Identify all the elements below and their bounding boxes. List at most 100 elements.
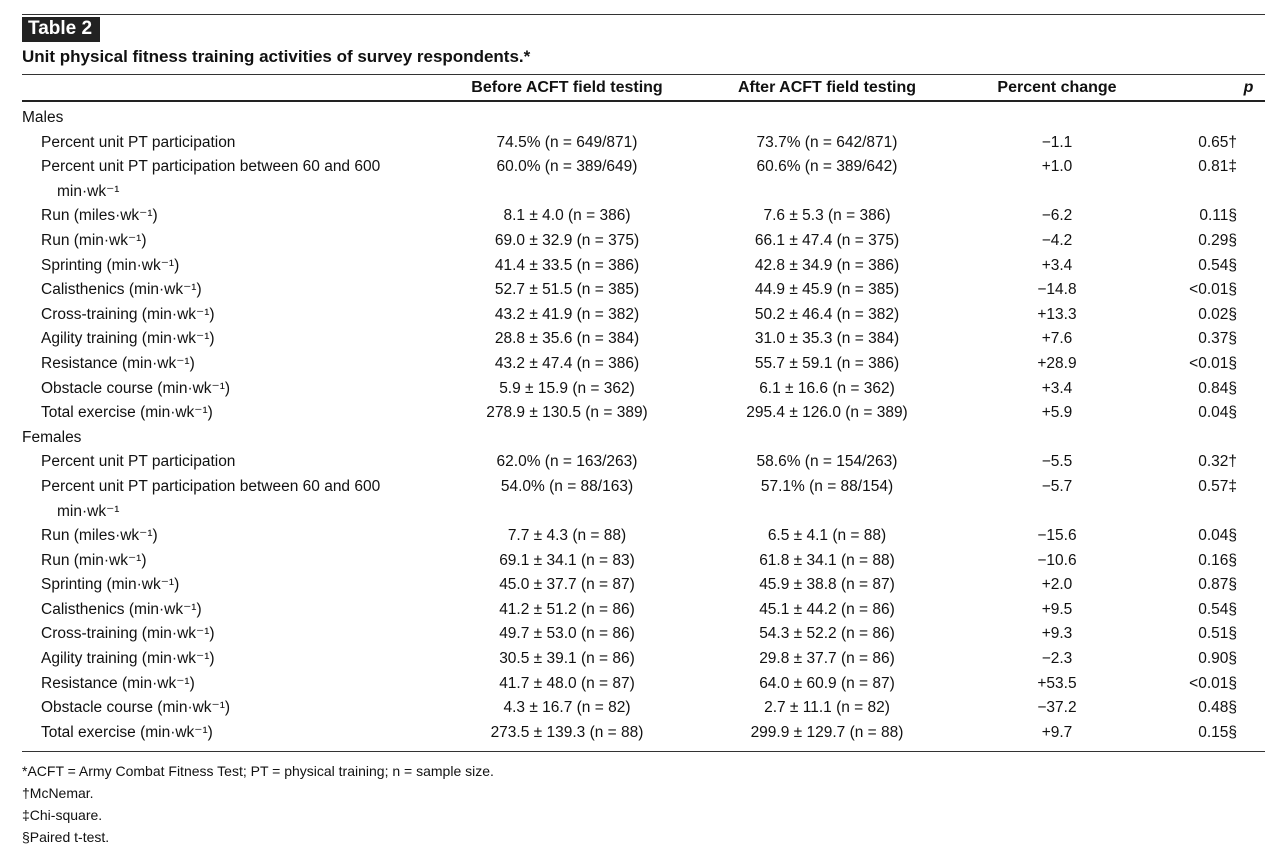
row-label-text: Sprinting (min·wk⁻¹) — [41, 576, 180, 594]
data-cell: <0.01§ — [1189, 354, 1237, 372]
row-label: Agility training (min·wk⁻¹) — [22, 647, 422, 672]
section-label: Females — [22, 428, 82, 446]
row-label-text: Calisthenics (min·wk⁻¹) — [41, 600, 202, 618]
data-cell: +53.5 — [1037, 674, 1077, 692]
row-label: Run (min·wk⁻¹) — [22, 549, 422, 574]
data-cell: 0.29§ — [1198, 231, 1237, 249]
row-label: Total exercise (min·wk⁻¹) — [22, 401, 422, 426]
data-cell: 0.11§ — [1199, 207, 1237, 225]
data-cell: 29.8 ± 37.7 (n = 86) — [759, 650, 895, 668]
table-title: Unit physical fitness training activitie… — [22, 47, 1265, 75]
row-label-text: Run (miles·wk⁻¹) — [41, 527, 158, 545]
row-label: Sprinting (min·wk⁻¹) — [22, 573, 422, 598]
row-label-text: Agility training (min·wk⁻¹) — [41, 330, 215, 348]
data-cell: −14.8 — [1037, 281, 1077, 299]
data-cell: 0.54§ — [1198, 600, 1237, 618]
data-row: Cross-training (min·wk⁻¹) 43.2 ± 41.9 (n … — [22, 303, 1265, 328]
data-cell: 69.0 ± 32.9 (n = 375) — [494, 231, 640, 249]
data-cell: 0.54§ — [1198, 256, 1237, 274]
row-label-text: Sprinting (min·wk⁻¹) — [41, 256, 180, 274]
data-cell: 2.7 ± 11.1 (n = 82) — [764, 699, 890, 717]
data-cell: 0.15§ — [1198, 723, 1237, 741]
data-row: Agility training (min·wk⁻¹) 28.8 ± 35.6 (… — [22, 327, 1265, 352]
data-cell: 6.1 ± 16.6 (n = 362) — [759, 379, 895, 397]
row-label: Run (miles·wk⁻¹) — [22, 524, 422, 549]
footnotes: *ACFT = Army Combat Fitness Test; PT = p… — [22, 751, 1265, 848]
column-header: After ACFT field testing — [712, 75, 942, 102]
row-label-text: Percent unit PT participation between 60… — [41, 158, 381, 200]
row-label: Cross-training (min·wk⁻¹) — [22, 622, 422, 647]
data-cell: 0.84§ — [1198, 379, 1237, 397]
data-row: Agility training (min·wk⁻¹) 30.5 ± 39.1 (… — [22, 647, 1265, 672]
row-label-text: Obstacle course (min·wk⁻¹) — [41, 699, 231, 717]
data-cell: 44.9 ± 45.9 (n = 385) — [754, 281, 900, 299]
row-label: Cross-training (min·wk⁻¹) — [22, 303, 422, 328]
data-cell: 0.16§ — [1198, 551, 1237, 569]
data-cell: +3.4 — [1041, 256, 1073, 274]
data-cell: +9.7 — [1041, 723, 1073, 741]
data-cell: −2.3 — [1041, 650, 1073, 668]
data-cell: <0.01§ — [1189, 281, 1237, 299]
data-row: Run (min·wk⁻¹) 69.0 ± 32.9 (n = 375) 66.1 … — [22, 229, 1265, 254]
footnote: *ACFT = Army Combat Fitness Test; PT = p… — [22, 763, 494, 780]
data-cell: 69.1 ± 34.1 (n = 83) — [499, 551, 635, 569]
data-cell: 61.8 ± 34.1 (n = 88) — [759, 551, 895, 569]
row-label-text: Percent unit PT participation between 60… — [41, 477, 381, 520]
table-body: Males Percent unit PT participation 74.5% … — [22, 101, 1265, 745]
data-cell: +9.5 — [1041, 600, 1073, 618]
data-cell: −6.2 — [1041, 207, 1073, 225]
column-header: Percent change — [942, 75, 1172, 102]
row-label-text: Obstacle course (min·wk⁻¹) — [41, 379, 231, 397]
row-label-text: Percent unit PT participation — [41, 453, 236, 471]
data-cell: 43.2 ± 41.9 (n = 382) — [494, 305, 640, 323]
data-row: Percent unit PT participation 62.0% (n = … — [22, 450, 1265, 475]
data-cell: −1.1 — [1041, 133, 1073, 151]
row-label: Calisthenics (min·wk⁻¹) — [22, 278, 422, 303]
data-row: Obstacle course (min·wk⁻¹) 4.3 ± 16.7 (n … — [22, 696, 1265, 721]
data-row: Percent unit PT participation between 60… — [22, 475, 1265, 524]
data-cell: 0.04§ — [1198, 404, 1237, 422]
data-cell: 41.7 ± 48.0 (n = 87) — [499, 674, 635, 692]
data-row: Resistance (min·wk⁻¹) 43.2 ± 47.4 (n = 38… — [22, 352, 1265, 377]
data-cell: 6.5 ± 4.1 (n = 88) — [767, 527, 887, 545]
data-cell: 278.9 ± 130.5 (n = 389) — [486, 404, 648, 422]
section-label: Males — [22, 109, 64, 126]
data-cell: 0.65† — [1198, 133, 1237, 151]
row-label-text: Total exercise (min·wk⁻¹) — [41, 723, 213, 741]
row-label-text: Run (min·wk⁻¹) — [41, 551, 147, 569]
data-cell: 5.9 ± 15.9 (n = 362) — [499, 379, 635, 397]
data-cell: 0.57‡ — [1198, 477, 1237, 495]
data-cell: +9.3 — [1041, 625, 1073, 643]
data-row: Calisthenics (min·wk⁻¹) 41.2 ± 51.2 (n = … — [22, 598, 1265, 623]
data-row: Run (miles·wk⁻¹) 8.1 ± 4.0 (n = 386) 7.6 ±… — [22, 204, 1265, 229]
data-cell: 54.0% (n = 88/163) — [500, 477, 634, 495]
data-cell: 7.6 ± 5.3 (n = 386) — [763, 207, 891, 225]
data-cell: 60.0% (n = 389/649) — [496, 158, 638, 176]
column-header: Before ACFT field testing — [422, 75, 712, 102]
data-row: Resistance (min·wk⁻¹) 41.7 ± 48.0 (n = 87… — [22, 672, 1265, 697]
row-label-text: Percent unit PT participation — [41, 133, 236, 151]
data-cell: +7.6 — [1041, 330, 1073, 348]
data-row: Sprinting (min·wk⁻¹) 45.0 ± 37.7 (n = 87)… — [22, 573, 1265, 598]
data-cell: 54.3 ± 52.2 (n = 86) — [759, 625, 895, 643]
row-label-text: Calisthenics (min·wk⁻¹) — [41, 281, 202, 299]
data-cell: 0.48§ — [1198, 699, 1237, 717]
row-label: Resistance (min·wk⁻¹) — [22, 672, 422, 697]
data-cell: 295.4 ± 126.0 (n = 389) — [746, 404, 908, 422]
data-row: Total exercise (min·wk⁻¹) 278.9 ± 130.5 (… — [22, 401, 1265, 426]
data-cell: 73.7% (n = 642/871) — [756, 133, 898, 151]
row-label: Percent unit PT participation between 60… — [22, 475, 422, 524]
data-row: Percent unit PT participation 74.5% (n = … — [22, 131, 1265, 156]
row-label-text: Agility training (min·wk⁻¹) — [41, 650, 215, 668]
data-cell: 41.2 ± 51.2 (n = 86) — [499, 600, 635, 618]
data-cell: −15.6 — [1037, 527, 1077, 545]
data-cell: +13.3 — [1037, 305, 1077, 323]
data-cell: 52.7 ± 51.5 (n = 385) — [494, 281, 640, 299]
row-label-text: Cross-training (min·wk⁻¹) — [41, 305, 215, 323]
row-label: Obstacle course (min·wk⁻¹) — [22, 377, 422, 402]
data-cell: 62.0% (n = 163/263) — [496, 453, 638, 471]
data-cell: 0.04§ — [1198, 527, 1237, 545]
row-label-text: Run (miles·wk⁻¹) — [41, 207, 158, 225]
data-cell: 64.0 ± 60.9 (n = 87) — [759, 674, 895, 692]
